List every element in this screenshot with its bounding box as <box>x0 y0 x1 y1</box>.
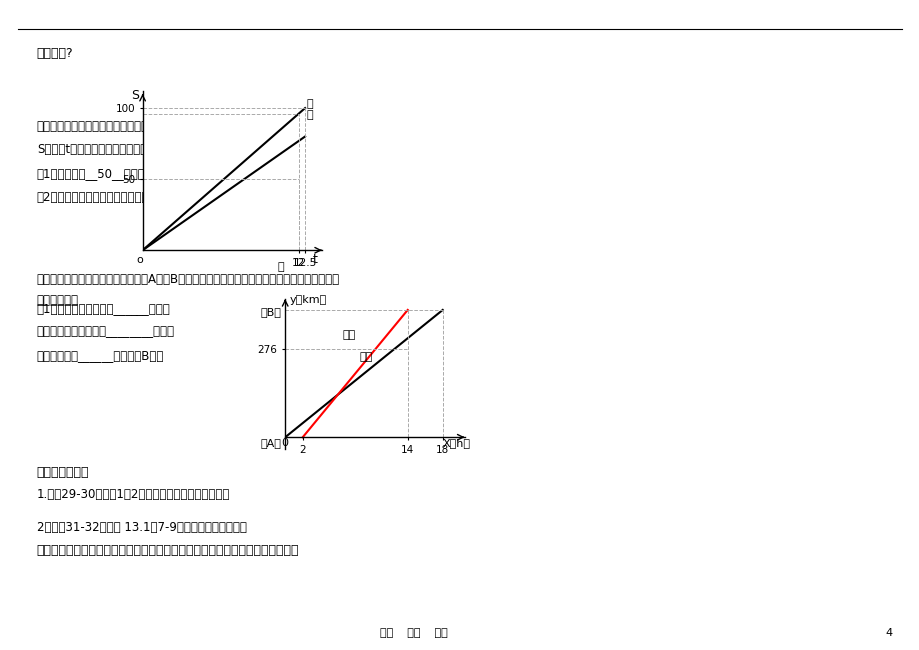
Text: （五）一慢车和一快车沿相同路线今A地到B地，所行的路程与时间的函数图象如图，试根据图象: （五）一慢车和一快车沿相同路线今A地到B地，所行的路程与时间的函数图象如图，试根… <box>37 273 339 286</box>
Text: 1.教甍29-30页练习1、2、丙题。（可以在课本上做）: 1.教甍29-30页练习1、2、丙题。（可以在课本上做） <box>37 488 230 501</box>
Text: 乙: 乙 <box>306 110 312 120</box>
Text: 快车比慢车早______小时到达B地；: 快车比慢车早______小时到达B地； <box>37 349 164 362</box>
Text: o: o <box>136 255 142 265</box>
Text: 慢车: 慢车 <box>359 352 372 362</box>
Text: 五、自学反思（自学过后，你有什么问题？你的收获是什么？还有什么困惑？）: 五、自学反思（自学过后，你有什么问题？你的收获是什么？还有什么困惑？） <box>37 544 299 557</box>
Text: 甲: 甲 <box>306 99 312 109</box>
Text: S: S <box>130 89 139 102</box>
Text: 气温下降?: 气温下降? <box>37 47 74 60</box>
Text: （1）这是一次__50__米赛跑；: （1）这是一次__50__米赛跑； <box>37 167 153 180</box>
Text: 0: 0 <box>281 438 289 448</box>
Text: （1）慢车比快车早出发______小时，: （1）慢车比快车早出发______小时， <box>37 302 170 315</box>
Text: （四）假设甲、乙两人在一次赛跑中，路程: （四）假设甲、乙两人在一次赛跑中，路程 <box>37 120 170 133</box>
Text: 秒: 秒 <box>277 262 283 272</box>
Text: 快车: 快车 <box>342 330 355 339</box>
Text: y（km）: y（km） <box>289 295 326 305</box>
Text: X（h）: X（h） <box>443 438 471 448</box>
Text: （A）: （A） <box>260 438 281 448</box>
Text: S与时间t的关系如图，那么可知道，: S与时间t的关系如图，那么可知道， <box>37 144 153 157</box>
Text: 2、教甍31-32页习题 13.1第7-9三题（可以在书上做）: 2、教甍31-32页习题 13.1第7-9三题（可以在书上做） <box>37 521 246 534</box>
Text: 爱心    用心    专心: 爱心 用心 专心 <box>380 628 448 638</box>
Text: 四、课后作业：: 四、课后作业： <box>37 466 89 479</box>
Text: t: t <box>312 253 318 266</box>
Text: 4: 4 <box>884 628 891 638</box>
Text: （2）甲、乙两人中先到达终点的是_甲_。: （2）甲、乙两人中先到达终点的是_甲_。 <box>37 190 175 203</box>
Text: （B）: （B） <box>260 307 281 317</box>
Text: 回答下列问题: 回答下列问题 <box>37 294 79 307</box>
Text: 快车追上慢车时行使了________千米，: 快车追上慢车时行使了________千米， <box>37 326 175 339</box>
